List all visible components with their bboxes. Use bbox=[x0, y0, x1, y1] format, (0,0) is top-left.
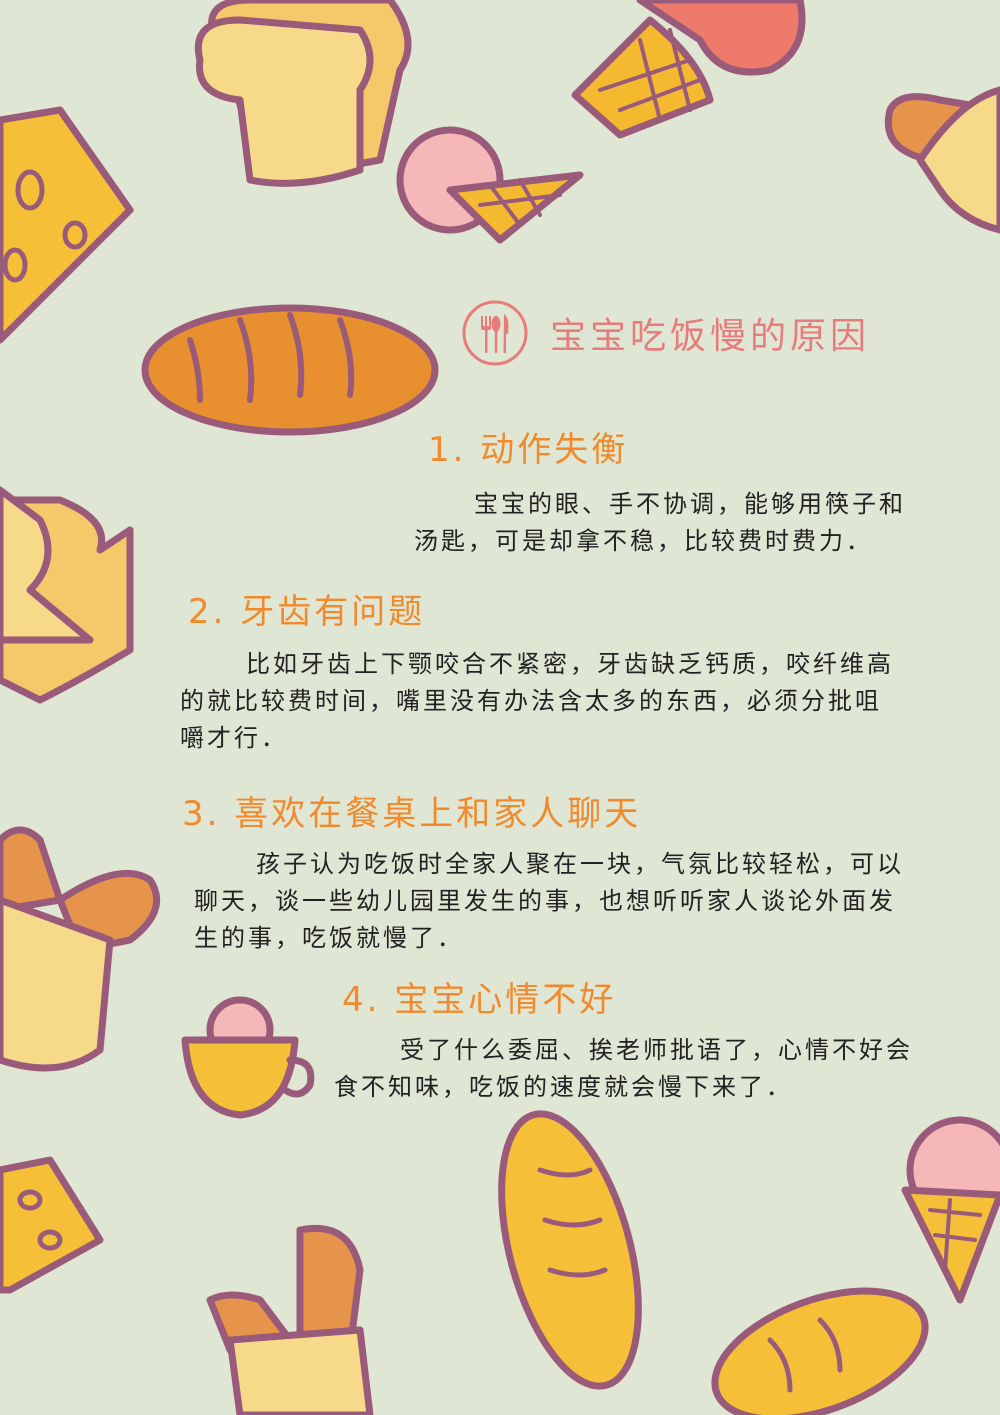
title-row: 宝宝吃饭慢的原因 bbox=[460, 296, 870, 370]
section-2-heading: 2. 牙齿有问题 bbox=[188, 592, 426, 632]
section-4-line-1: 受了什么委屈、挨老师批语了，心情不好会 bbox=[400, 1036, 913, 1064]
section-1-line-2: 汤匙，可是却拿不稳，比较费时费力． bbox=[414, 527, 873, 555]
bread-top-right-illustration bbox=[884, 86, 1000, 234]
page-title: 宝宝吃饭慢的原因 bbox=[550, 316, 871, 357]
section-1-body: 宝宝的眼、手不协调，能够用筷子和 汤匙，可是却拿不稳，比较费时费力． bbox=[414, 486, 906, 560]
toast-left-illustration bbox=[0, 486, 134, 704]
toast-top-illustration bbox=[195, 0, 412, 187]
section-3-line-2: 聊天，谈一些幼儿园里发生的事，也想听听家人谈论外面发 bbox=[194, 887, 896, 915]
section-2-body: 比如牙齿上下颚咬合不紧密，牙齿缺乏钙质，咬纤维高 的就比较费时间，嘴里没有办法含… bbox=[180, 646, 894, 757]
section-3-heading: 3. 喜欢在餐桌上和家人聊天 bbox=[182, 794, 642, 834]
section-2-line-2: 的就比较费时间，嘴里没有办法含太多的东西，必须分批咀 bbox=[180, 687, 882, 715]
section-3-body: 孩子认为吃饭时全家人聚在一块，气氛比较轻松，可以 聊天，谈一些幼儿园里发生的事，… bbox=[194, 846, 904, 957]
bread-bottom-left-illustration bbox=[206, 1224, 374, 1415]
ice-cream-bottom-right-illustration bbox=[901, 1116, 1000, 1304]
section-1-line-1: 宝宝的眼、手不协调，能够用筷子和 bbox=[474, 490, 906, 518]
ice-cream-top-illustration bbox=[571, 0, 806, 139]
section-4-heading: 4. 宝宝心情不好 bbox=[342, 980, 617, 1020]
ice-cream-pink-illustration bbox=[396, 126, 584, 244]
section-3-line-3: 生的事，吃饭就慢了． bbox=[194, 924, 464, 952]
bread-left-mid-illustration bbox=[0, 826, 161, 1072]
section-3-line-1: 孩子认为吃饭时全家人聚在一块，气氛比较轻松，可以 bbox=[256, 850, 904, 878]
section-1-heading: 1. 动作失衡 bbox=[428, 430, 629, 470]
baguette-middle-illustration bbox=[141, 304, 439, 436]
cheese-bottom-left-illustration bbox=[0, 1156, 104, 1294]
section-4-body: 受了什么委屈、挨老师批语了，心情不好会 食不知味，吃饭的速度就会慢下来了． bbox=[334, 1032, 913, 1106]
baguette-bottom-illustration bbox=[498, 1110, 642, 1390]
cutlery-circle-icon bbox=[462, 300, 528, 366]
section-4-line-2: 食不知味，吃饭的速度就会慢下来了． bbox=[334, 1073, 793, 1101]
section-2-line-1: 比如牙齿上下颚咬合不紧密，牙齿缺乏钙质，咬纤维高 bbox=[246, 650, 894, 678]
cup-illustration bbox=[181, 996, 315, 1119]
cheese-left-illustration bbox=[0, 106, 134, 344]
section-2-line-3: 嚼才行． bbox=[180, 724, 288, 752]
baguette-bottom-right-illustration bbox=[711, 1287, 929, 1415]
